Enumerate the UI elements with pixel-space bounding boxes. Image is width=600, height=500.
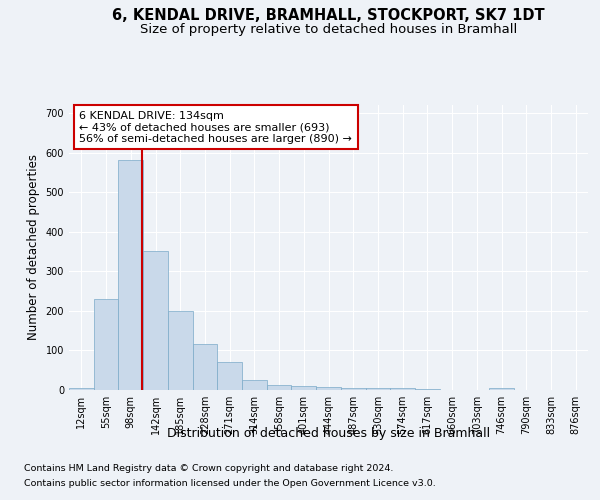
Y-axis label: Number of detached properties: Number of detached properties	[27, 154, 40, 340]
Bar	[341, 388, 365, 390]
Bar	[365, 388, 390, 390]
Bar	[316, 387, 341, 390]
Bar	[193, 344, 217, 390]
Bar	[168, 311, 193, 390]
Bar	[415, 389, 440, 390]
Bar	[489, 388, 514, 390]
Bar	[292, 386, 316, 390]
Bar	[94, 299, 118, 390]
Bar	[69, 388, 94, 390]
Text: Size of property relative to detached houses in Bramhall: Size of property relative to detached ho…	[140, 22, 517, 36]
Bar	[242, 380, 267, 390]
Text: Distribution of detached houses by size in Bramhall: Distribution of detached houses by size …	[167, 428, 490, 440]
Text: Contains public sector information licensed under the Open Government Licence v3: Contains public sector information licen…	[24, 478, 436, 488]
Bar	[390, 388, 415, 390]
Bar	[118, 160, 143, 390]
Bar	[143, 252, 168, 390]
Bar	[217, 362, 242, 390]
Bar	[267, 385, 292, 390]
Text: Contains HM Land Registry data © Crown copyright and database right 2024.: Contains HM Land Registry data © Crown c…	[24, 464, 394, 473]
Text: 6, KENDAL DRIVE, BRAMHALL, STOCKPORT, SK7 1DT: 6, KENDAL DRIVE, BRAMHALL, STOCKPORT, SK…	[112, 8, 545, 22]
Text: 6 KENDAL DRIVE: 134sqm
← 43% of detached houses are smaller (693)
56% of semi-de: 6 KENDAL DRIVE: 134sqm ← 43% of detached…	[79, 110, 352, 144]
